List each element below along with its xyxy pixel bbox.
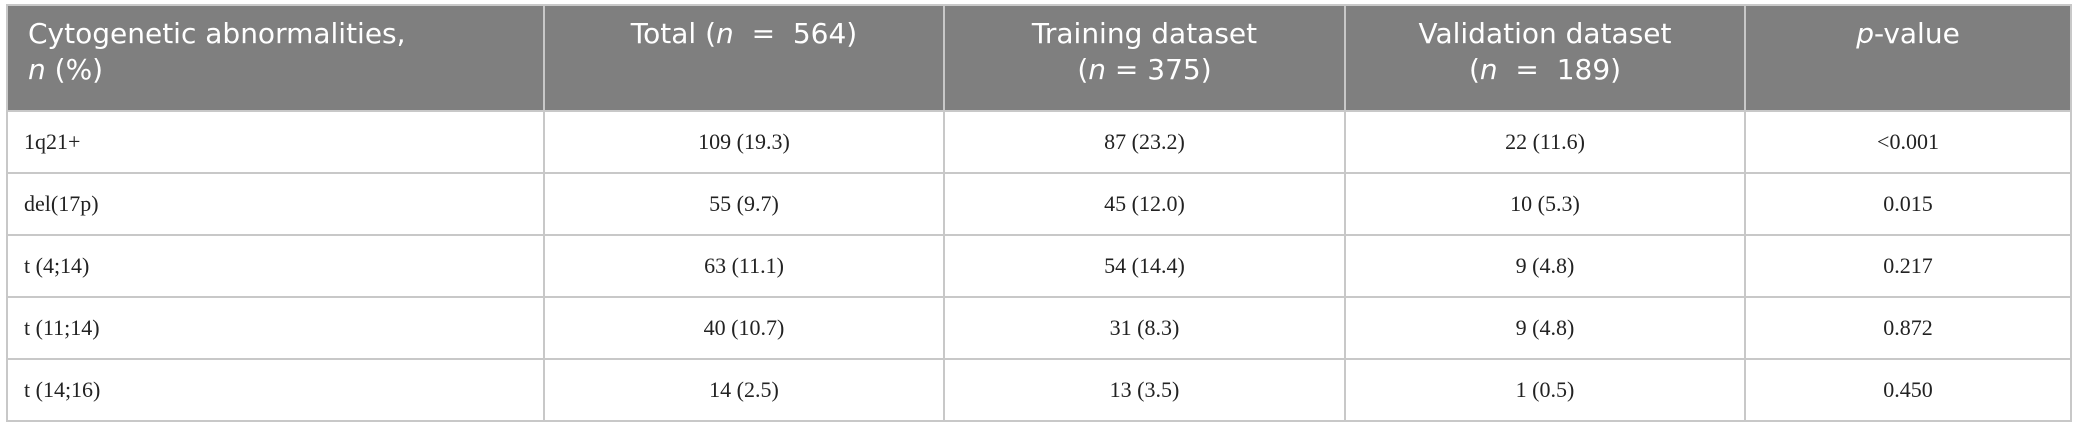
header-cell: Cytogenetic abnormalities, n (%)	[6, 4, 545, 112]
header-text: n	[1479, 53, 1498, 86]
header-line: (n = 375)	[965, 52, 1324, 88]
table-cell: 87 (23.2)	[943, 110, 1346, 174]
header-text: n	[28, 53, 46, 86]
header-text: n	[716, 17, 734, 50]
header-text: = 375)	[1106, 53, 1212, 86]
header-text: p	[1856, 17, 1874, 50]
header-text: Training dataset	[1031, 17, 1258, 50]
header-text: (	[1077, 53, 1089, 86]
header-row: Cytogenetic abnormalities, n (%) Total (n …	[6, 4, 2072, 112]
header-text: Validation dataset	[1418, 17, 1672, 50]
header-line: n (%)	[28, 52, 523, 88]
header-text: n	[1088, 53, 1107, 86]
table-cell: 0.872	[1744, 296, 2072, 360]
table-cell: 45 (12.0)	[943, 172, 1346, 236]
row-label: t (4;14)	[6, 234, 545, 298]
table-cell: 1 (0.5)	[1344, 358, 1746, 422]
table-row: del(17p) 55 (9.7) 45 (12.0) 10 (5.3) 0.015	[6, 172, 2072, 236]
table-cell: 9 (4.8)	[1344, 296, 1746, 360]
header-text: Total (	[630, 17, 717, 50]
table-cell: 9 (4.8)	[1344, 234, 1746, 298]
table-cell: 0.217	[1744, 234, 2072, 298]
table-row: t (14;16) 14 (2.5) 13 (3.5) 1 (0.5) 0.450	[6, 358, 2072, 422]
header-text: -value	[1873, 17, 1960, 50]
data-table: Cytogenetic abnormalities, n (%) Total (n …	[6, 4, 2072, 422]
table-cell: 109 (19.3)	[543, 110, 945, 174]
table-cell: 55 (9.7)	[543, 172, 945, 236]
header-line: p-value	[1766, 16, 2050, 52]
header-text: = 189)	[1497, 53, 1622, 86]
header-line: Total (n = 564)	[565, 16, 923, 52]
header-line: Training dataset	[965, 16, 1324, 52]
table-cell: 0.015	[1744, 172, 2072, 236]
table-cell: 54 (14.4)	[943, 234, 1346, 298]
table-body: 1q21+ 109 (19.3) 87 (23.2) 22 (11.6) <0.001 d…	[6, 110, 2072, 422]
row-label: 1q21+	[6, 110, 545, 174]
table-cell: 10 (5.3)	[1344, 172, 1746, 236]
row-label: t (14;16)	[6, 358, 545, 422]
table-cell: 13 (3.5)	[943, 358, 1346, 422]
header-line: Validation dataset	[1366, 16, 1724, 52]
table-row: t (11;14) 40 (10.7) 31 (8.3) 9 (4.8) 0.872	[6, 296, 2072, 360]
table-cell: 40 (10.7)	[543, 296, 945, 360]
row-label: t (11;14)	[6, 296, 545, 360]
table-row: 1q21+ 109 (19.3) 87 (23.2) 22 (11.6) <0.001	[6, 110, 2072, 174]
table-cell: 31 (8.3)	[943, 296, 1346, 360]
table-cell: <0.001	[1744, 110, 2072, 174]
header-text: (%)	[45, 53, 104, 86]
table-cell: 0.450	[1744, 358, 2072, 422]
header-cell: p-value	[1744, 4, 2072, 112]
table-cell: 14 (2.5)	[543, 358, 945, 422]
table-cell: 22 (11.6)	[1344, 110, 1746, 174]
header-cell: Validation dataset (n = 189)	[1344, 4, 1746, 112]
header-cell: Total (n = 564)	[543, 4, 945, 112]
table-cell: 63 (11.1)	[543, 234, 945, 298]
header-text: Cytogenetic abnormalities,	[28, 17, 406, 50]
header-text: (	[1468, 53, 1480, 86]
header-text: = 564)	[733, 17, 858, 50]
row-label: del(17p)	[6, 172, 545, 236]
header-line: (n = 189)	[1366, 52, 1724, 88]
header-line: Cytogenetic abnormalities,	[28, 16, 523, 52]
header-cell: Training dataset (n = 375)	[943, 4, 1346, 112]
table-row: t (4;14) 63 (11.1) 54 (14.4) 9 (4.8) 0.217	[6, 234, 2072, 298]
